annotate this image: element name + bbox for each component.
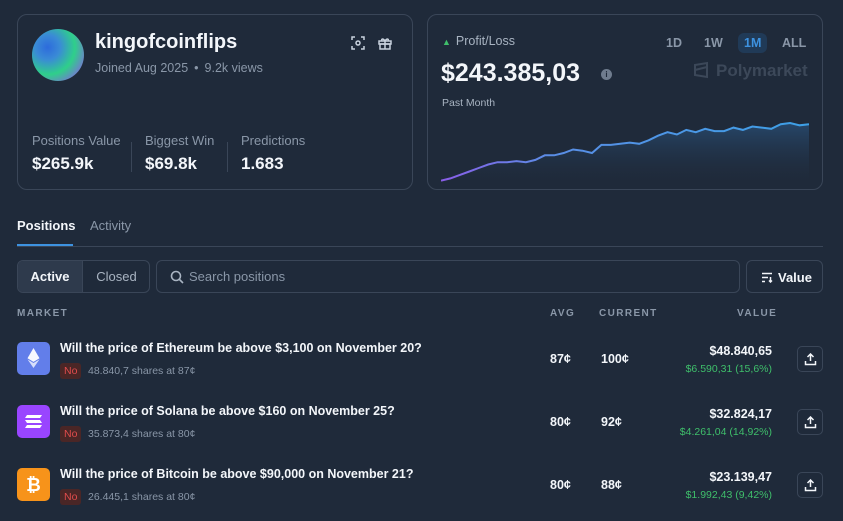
search-icon xyxy=(170,270,184,284)
closed-button[interactable]: Closed xyxy=(82,261,149,292)
position-value: $23.139,47 xyxy=(709,470,772,484)
position-pnl: $1.992,43 (9,42%) xyxy=(685,489,772,501)
position-value: $48.840,65 xyxy=(709,344,772,358)
range-tab-1m[interactable]: 1M xyxy=(738,33,768,53)
profile-card: kingofcoinflips Joined Aug 2025 • 9.2k vie… xyxy=(17,14,413,190)
shares-info: 35.873,4 shares at 80¢ xyxy=(88,428,196,440)
position-pnl: $6.590,31 (15,6%) xyxy=(685,363,772,375)
share-icon xyxy=(804,479,817,492)
polymarket-mark-icon xyxy=(694,61,708,79)
position-row[interactable]: Will the price of Solana be above $160 o… xyxy=(17,397,823,445)
outcome-badge: No xyxy=(60,426,82,442)
polymarket-logo: Polymarket xyxy=(692,61,808,81)
search-box xyxy=(156,260,740,293)
tab-positions[interactable]: Positions xyxy=(17,218,76,233)
avg-price: 80¢ xyxy=(550,415,571,429)
brand-name: Polymarket xyxy=(716,61,808,80)
shares-info: 48.840,7 shares at 87¢ xyxy=(88,365,196,377)
separator-dot: • xyxy=(194,61,199,75)
chart-area xyxy=(441,123,809,183)
share-button[interactable] xyxy=(797,409,823,435)
svg-text:₿: ₿ xyxy=(26,475,41,495)
sort-label: Value xyxy=(778,270,812,285)
up-triangle-icon: ▲ xyxy=(442,37,451,47)
active-button[interactable]: Active xyxy=(18,261,82,292)
profit-loss-card: ▲ Profit/Loss $243.385,03 i Past Month 1D… xyxy=(427,14,823,190)
range-tab-1d[interactable]: 1D xyxy=(666,36,682,50)
stat-value: 1.683 xyxy=(241,154,284,173)
sort-value-button[interactable]: Value xyxy=(746,260,823,293)
scan-icon[interactable] xyxy=(350,35,368,53)
current-price: 88¢ xyxy=(601,478,622,492)
sort-icon xyxy=(762,272,773,283)
solana-icon xyxy=(17,405,50,438)
market-question[interactable]: Will the price of Solana be above $160 o… xyxy=(60,404,395,418)
active-tab-indicator xyxy=(17,244,73,246)
share-icon xyxy=(804,353,817,366)
tab-activity[interactable]: Activity xyxy=(90,218,132,233)
view-count: 9.2k views xyxy=(204,61,263,75)
stat-label: Biggest Win xyxy=(145,133,215,148)
info-icon[interactable]: i xyxy=(601,69,612,80)
search-input[interactable] xyxy=(189,261,729,292)
profile-meta: Joined Aug 2025 • 9.2k views xyxy=(95,61,263,75)
market-question[interactable]: Will the price of Ethereum be above $3,1… xyxy=(60,341,422,355)
outcome-badge: No xyxy=(60,363,82,379)
gift-icon[interactable] xyxy=(377,35,395,53)
position-row[interactable]: ₿ Will the price of Bitcoin be above $90… xyxy=(17,460,823,508)
column-header-avg[interactable]: AVG xyxy=(550,308,576,319)
column-header-market: MARKET xyxy=(17,308,69,319)
avg-price: 87¢ xyxy=(550,352,571,366)
chart-line xyxy=(441,121,809,182)
stat-value: $69.8k xyxy=(145,154,197,173)
current-price: 92¢ xyxy=(601,415,622,429)
divider xyxy=(131,142,132,172)
bitcoin-icon: ₿ xyxy=(17,468,50,501)
stat-predictions: Predictions 1.683 xyxy=(241,133,305,174)
profit-loss-label: ▲ Profit/Loss xyxy=(442,34,515,48)
joined-date: Joined Aug 2025 xyxy=(95,61,189,75)
profit-loss-chart xyxy=(441,121,809,183)
market-question[interactable]: Will the price of Bitcoin be above $90,0… xyxy=(60,467,414,481)
status-toggle: Active Closed xyxy=(17,260,150,293)
share-button[interactable] xyxy=(797,346,823,372)
outcome-badge: No xyxy=(60,489,82,505)
current-price: 100¢ xyxy=(601,352,629,366)
share-button[interactable] xyxy=(797,472,823,498)
tab-divider xyxy=(17,246,823,247)
position-pnl: $4.261,04 (14,92%) xyxy=(679,426,772,438)
avg-price: 80¢ xyxy=(550,478,571,492)
range-tab-all[interactable]: ALL xyxy=(782,36,807,50)
profit-loss-label-text: Profit/Loss xyxy=(455,34,515,48)
username: kingofcoinflips xyxy=(95,31,238,53)
stat-biggest-win: Biggest Win $69.8k xyxy=(145,133,214,174)
column-header-current[interactable]: CURRENT xyxy=(599,308,658,319)
stat-label: Predictions xyxy=(241,133,306,148)
position-row[interactable]: Will the price of Ethereum be above $3,1… xyxy=(17,334,823,382)
avatar xyxy=(32,29,84,81)
period-label: Past Month xyxy=(442,97,496,109)
position-value: $32.824,17 xyxy=(709,407,772,421)
ethereum-icon xyxy=(17,342,50,375)
column-header-value[interactable]: VALUE xyxy=(737,308,778,319)
stat-positions-value: Positions Value $265.9k xyxy=(32,133,121,174)
shares-info: 26.445,1 shares at 80¢ xyxy=(88,491,196,503)
profit-loss-value: $243.385,03 xyxy=(441,59,581,87)
range-tab-1w[interactable]: 1W xyxy=(704,36,723,50)
divider xyxy=(227,142,228,172)
stat-label: Positions Value xyxy=(32,133,121,148)
stat-value: $265.9k xyxy=(32,154,94,173)
share-icon xyxy=(804,416,817,429)
